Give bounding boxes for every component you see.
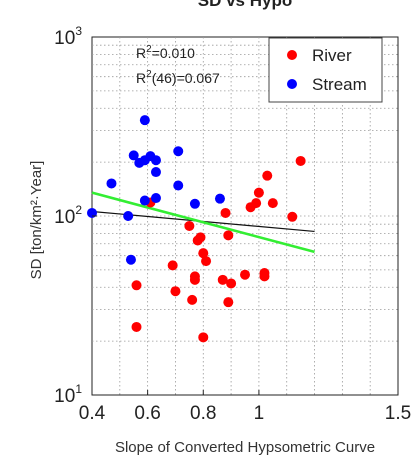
river-point bbox=[240, 269, 250, 280]
legend-box bbox=[268, 37, 383, 103]
r-squared-annotation: R2=0.010 bbox=[136, 44, 195, 61]
legend: River Stream bbox=[268, 37, 383, 103]
stream-point bbox=[150, 155, 161, 166]
x-tick-label: 0.8 bbox=[190, 403, 216, 424]
stream-point bbox=[125, 254, 136, 265]
stream-point bbox=[214, 193, 225, 204]
river-point bbox=[295, 155, 306, 166]
river-point bbox=[220, 207, 231, 218]
stream-legend-marker bbox=[287, 79, 297, 89]
river-point bbox=[184, 220, 195, 231]
stream-point bbox=[123, 211, 134, 221]
stream-point bbox=[106, 178, 117, 189]
stream-point bbox=[139, 195, 150, 206]
x-tick-label: 0.4 bbox=[79, 403, 106, 424]
river-point bbox=[170, 286, 181, 297]
stream-point bbox=[173, 146, 184, 157]
y-tick-label: 101 bbox=[54, 382, 82, 407]
x-axis-label: Slope of Converted Hypsometric Curve bbox=[115, 439, 375, 456]
river-point bbox=[198, 248, 209, 259]
river-point bbox=[198, 332, 209, 343]
x-tick-label: 0.6 bbox=[134, 403, 160, 424]
river-point bbox=[187, 294, 198, 305]
data-points bbox=[87, 115, 306, 343]
river-legend-marker bbox=[287, 50, 297, 60]
y-tick-label: 103 bbox=[54, 24, 82, 49]
river-point bbox=[251, 198, 262, 209]
river-point bbox=[189, 274, 200, 285]
river-point bbox=[287, 211, 298, 222]
river-point bbox=[253, 187, 264, 198]
river-point bbox=[217, 274, 228, 285]
river-point bbox=[226, 278, 237, 289]
stream-point bbox=[87, 207, 97, 218]
river-point bbox=[131, 321, 142, 332]
river-point bbox=[223, 297, 234, 308]
r-squared-annotations: R2=0.010 R2(46)=0.067 bbox=[136, 44, 220, 86]
stream-point bbox=[150, 167, 161, 178]
x-tick-label: 1.5 bbox=[385, 403, 411, 424]
fit-line-green bbox=[91, 191, 315, 254]
stream-point bbox=[189, 198, 200, 209]
river-point bbox=[259, 268, 270, 279]
stream-point bbox=[128, 150, 139, 161]
y-axis-label: SD [ton/km²·Year] bbox=[28, 161, 45, 280]
x-tick-label: 1 bbox=[254, 403, 265, 424]
y-tick-label: 102 bbox=[54, 203, 82, 228]
river-point bbox=[262, 170, 273, 181]
river-point bbox=[223, 230, 234, 241]
stream-point bbox=[150, 193, 161, 204]
river-point bbox=[201, 256, 212, 267]
stream-legend-label: Stream bbox=[312, 75, 367, 94]
river-point bbox=[131, 280, 142, 291]
stream-point bbox=[173, 180, 184, 191]
chart-title: SD vs Hypo bbox=[198, 0, 292, 10]
r-squared-annotation: R2(46)=0.067 bbox=[136, 69, 220, 86]
river-point bbox=[195, 232, 206, 243]
river-legend-label: River bbox=[312, 46, 352, 65]
x-tick-labels: 0.4 0.6 0.8 1 1.5 bbox=[79, 390, 411, 424]
stream-point bbox=[139, 115, 150, 126]
y-tick-labels: 101 102 103 bbox=[54, 24, 97, 407]
river-point bbox=[167, 260, 178, 271]
river-point bbox=[267, 198, 278, 209]
